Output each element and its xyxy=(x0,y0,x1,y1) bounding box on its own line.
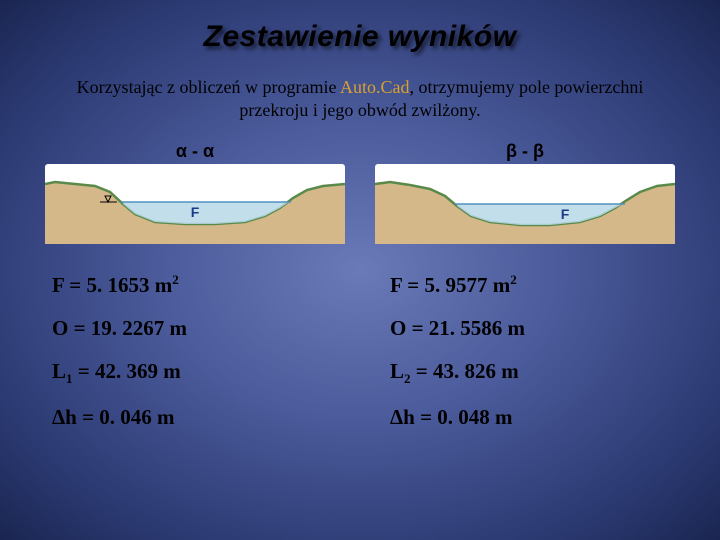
L-val-left: = 42. 369 m xyxy=(73,359,181,383)
f-marker-right: F xyxy=(561,206,570,222)
F-val-right: F = 5. 9577 m xyxy=(390,273,510,297)
result-dh-right: Δh = 0. 048 m xyxy=(390,405,668,430)
slide-title: Zestawienie wyników xyxy=(40,20,680,54)
F-val-left: F = 5. 1653 m xyxy=(52,273,172,297)
result-dh-left: Δh = 0. 046 m xyxy=(52,405,330,430)
F-exp-left: 2 xyxy=(172,272,179,287)
result-F-left: F = 5. 1653 m2 xyxy=(52,272,330,298)
result-O-right: O = 21. 5586 m xyxy=(390,316,668,341)
result-L-left: L1 = 42. 369 m xyxy=(52,359,330,387)
diagram-right-label: β - β xyxy=(370,141,680,162)
diagram-right: β - β F xyxy=(370,141,680,244)
intro-text: Korzystając z obliczeń w programie Auto.… xyxy=(40,76,680,123)
diagram-left-label: α - α xyxy=(40,141,350,162)
result-F-right: F = 5. 9577 m2 xyxy=(390,272,668,298)
diagrams-row: α - α F β - β xyxy=(40,141,680,244)
L-val-right: = 43. 826 m xyxy=(411,359,519,383)
result-O-left: O = 19. 2267 m xyxy=(52,316,330,341)
cross-section-right: F xyxy=(375,164,675,244)
cross-section-left: F xyxy=(45,164,345,244)
results-left: F = 5. 1653 m2 O = 19. 2267 m L1 = 42. 3… xyxy=(52,272,330,448)
results-right: F = 5. 9577 m2 O = 21. 5586 m L2 = 43. 8… xyxy=(390,272,668,448)
f-marker-left: F xyxy=(191,204,200,220)
results-grid: F = 5. 1653 m2 O = 19. 2267 m L1 = 42. 3… xyxy=(40,272,680,448)
diagram-left: α - α F xyxy=(40,141,350,244)
result-L-right: L2 = 43. 826 m xyxy=(390,359,668,387)
F-exp-right: 2 xyxy=(510,272,517,287)
autocad-name: Auto.Cad xyxy=(340,77,410,97)
intro-prefix: Korzystając z obliczeń w programie xyxy=(77,77,340,97)
